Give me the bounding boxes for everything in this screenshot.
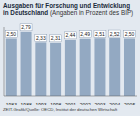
svg-text:1983: 1983 <box>8 102 17 105</box>
svg-text:2,33: 2,33 <box>36 35 46 41</box>
svg-text:2,50: 2,50 <box>8 31 16 37</box>
svg-text:2,51: 2,51 <box>95 31 105 37</box>
svg-text:2,79: 2,79 <box>21 24 31 30</box>
svg-text:2002: 2002 <box>80 102 91 105</box>
svg-text:2003: 2003 <box>94 102 105 105</box>
svg-text:2,52: 2,52 <box>110 31 120 37</box>
svg-text:2,49: 2,49 <box>80 31 90 37</box>
svg-text:2004: 2004 <box>109 102 120 105</box>
html-text:Ausgaben für Forschung und Ent: Ausgaben für Forschung und Entwicklung i… <box>3 2 134 16</box>
svg-text:2001: 2001 <box>65 102 76 105</box>
svg-text:2005: 2005 <box>124 102 132 105</box>
svg-text:1998: 1998 <box>50 102 61 105</box>
svg-text:2,50: 2,50 <box>125 31 132 37</box>
svg-text:1988: 1988 <box>21 102 32 105</box>
svg-text:1993: 1993 <box>35 102 46 105</box>
svg-text:2,31: 2,31 <box>51 35 61 41</box>
html-text:ZEIT-Grafik/Quelle: OECD, Inst: ZEIT-Grafik/Quelle: OECD, Institut der d… <box>3 107 118 112</box>
svg-text:2,44: 2,44 <box>66 32 76 38</box>
